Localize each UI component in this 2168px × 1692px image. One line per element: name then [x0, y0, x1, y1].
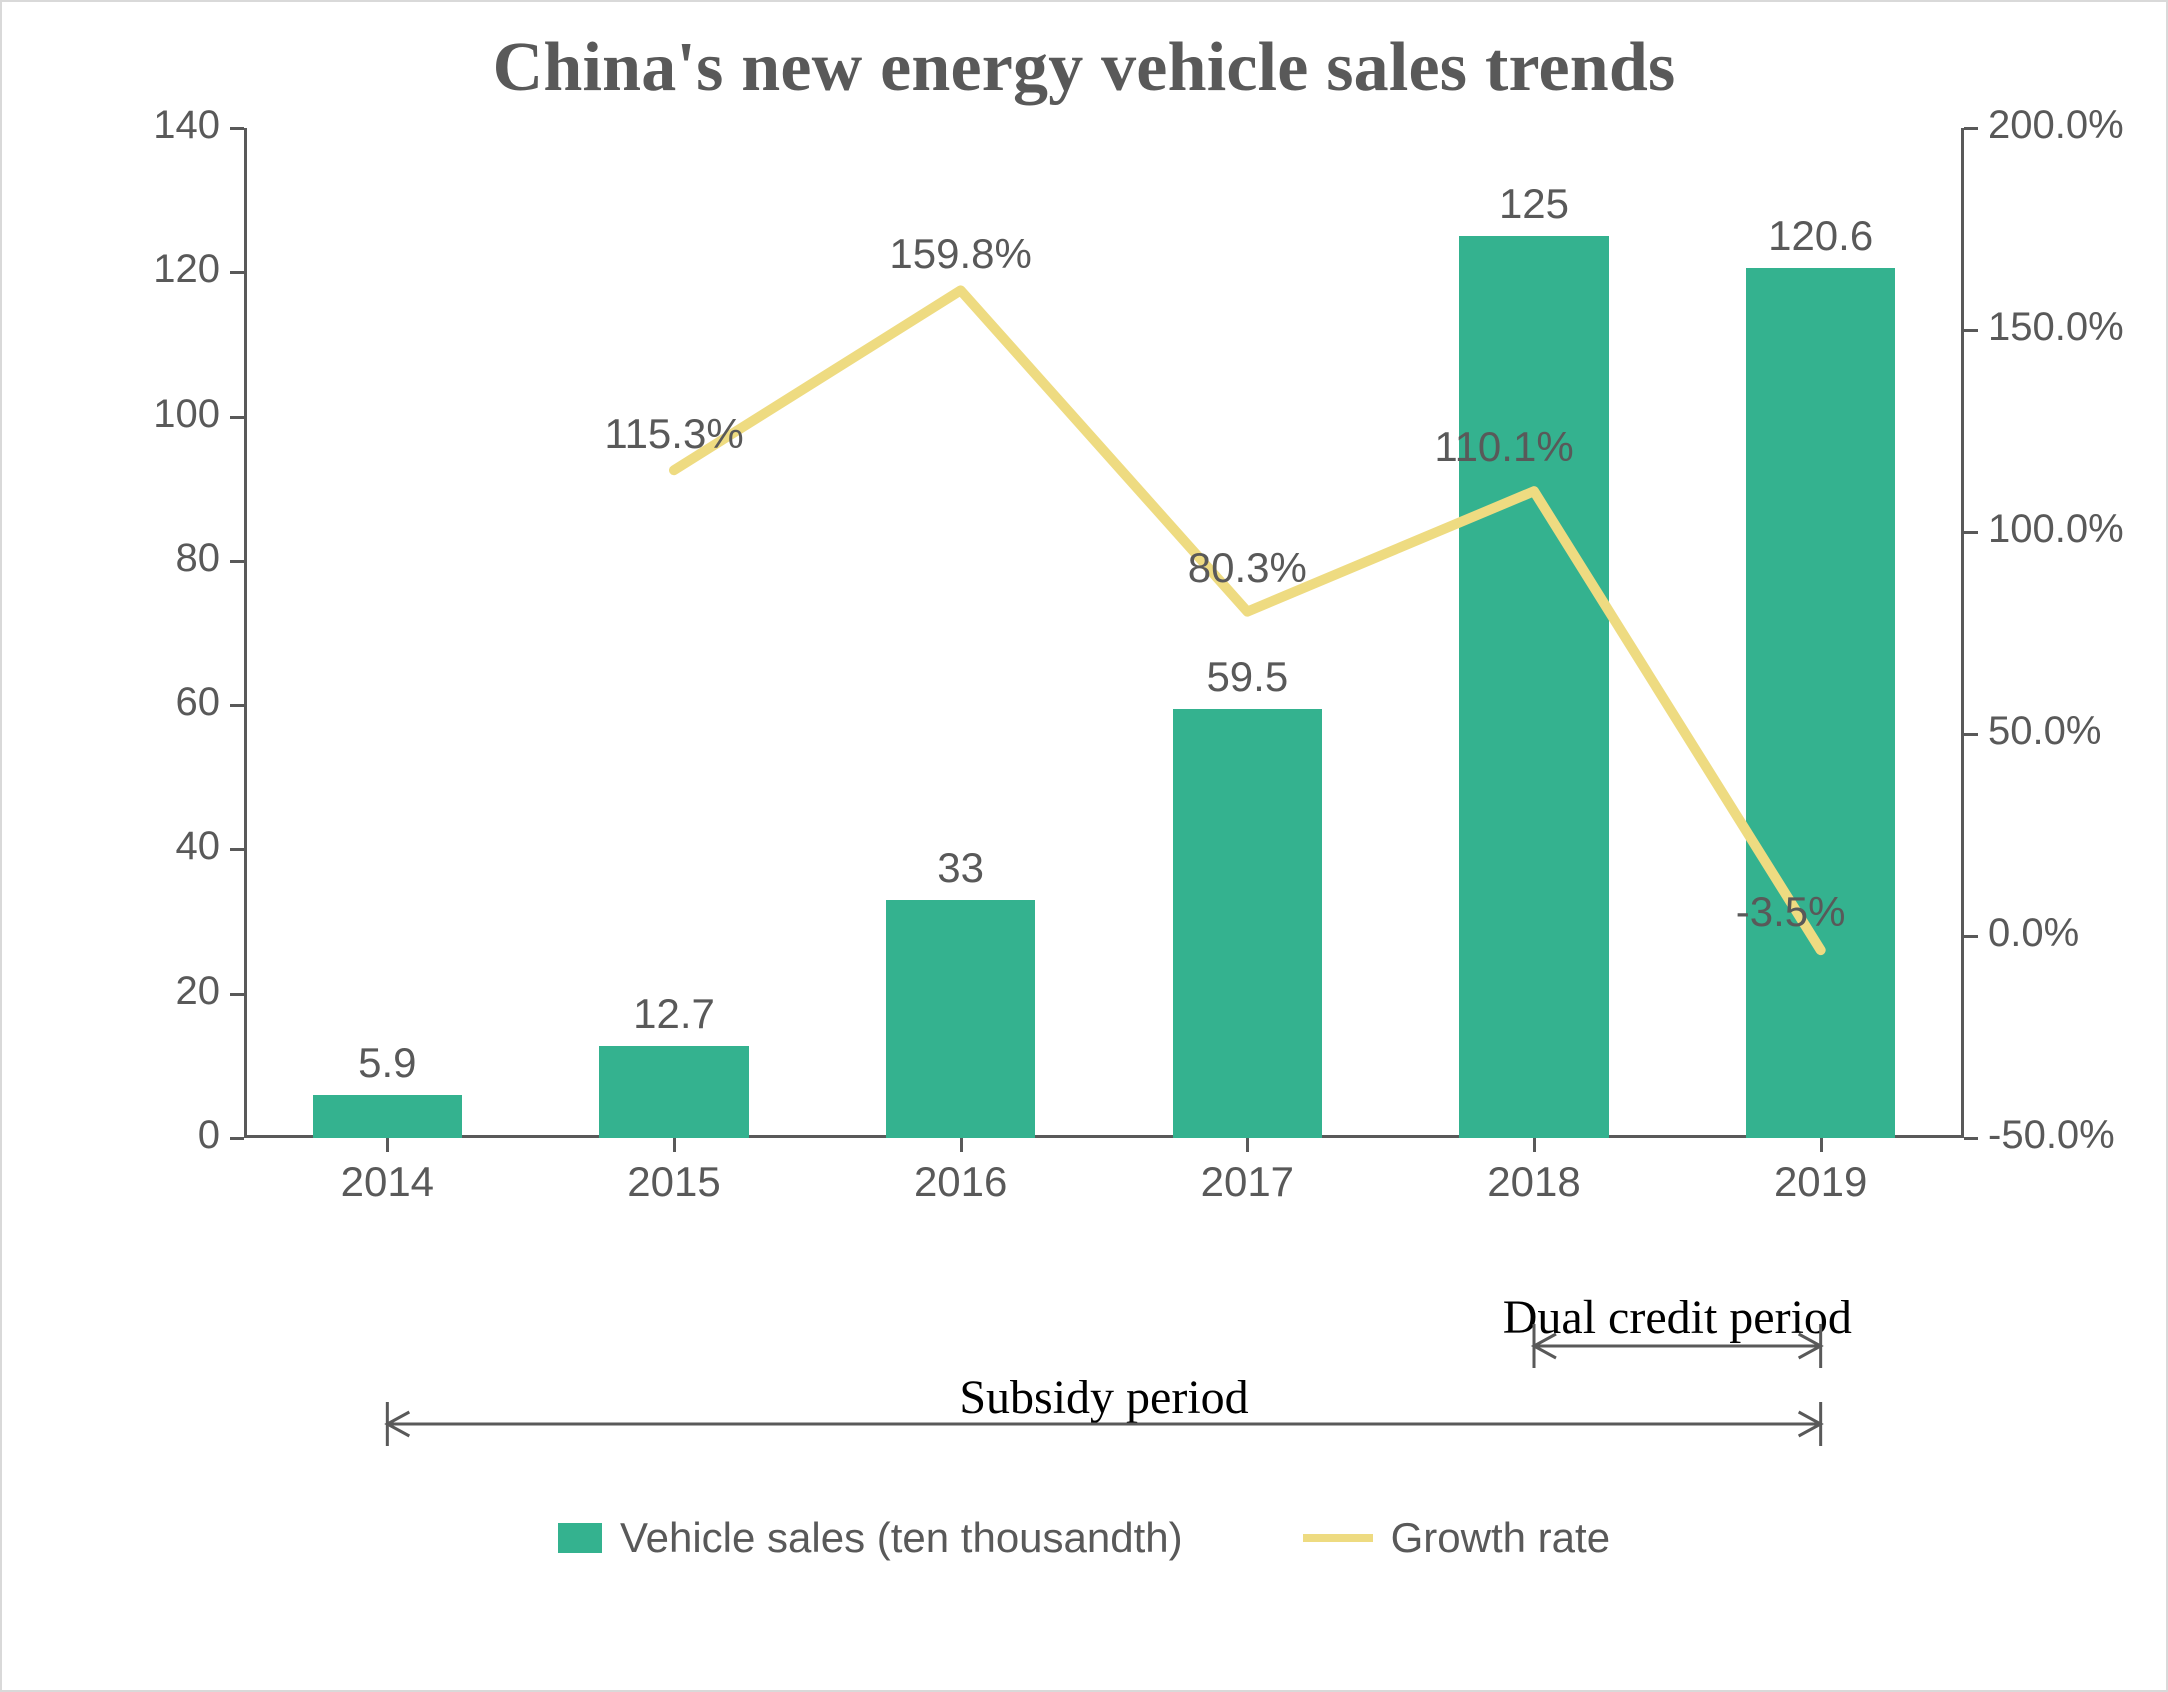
legend-swatch-line: [1303, 1534, 1373, 1542]
growth-line: [34, 118, 2134, 1218]
subsidy-period-arrow: [34, 1218, 2134, 1478]
legend-line-label: Growth rate: [1391, 1514, 1610, 1562]
line-value-label: 110.1%: [1384, 423, 1624, 471]
chart-title: China's new energy vehicle sales trends: [26, 28, 2142, 108]
legend: Vehicle sales (ten thousandth) Growth ra…: [34, 1488, 2134, 1588]
period-annotations: Dual credit periodSubsidy period: [34, 1218, 2134, 1478]
chart-frame: China's new energy vehicle sales trends …: [0, 0, 2168, 1692]
line-value-label: 159.8%: [841, 230, 1081, 278]
line-value-label: 80.3%: [1127, 544, 1367, 592]
legend-swatch-bar: [558, 1523, 602, 1553]
legend-item-bars: Vehicle sales (ten thousandth): [558, 1514, 1183, 1562]
plot-area: 020406080100120140-50.0%0.0%50.0%100.0%1…: [34, 118, 2134, 1218]
legend-bar-label: Vehicle sales (ten thousandth): [620, 1514, 1183, 1562]
line-value-label: -3.5%: [1671, 888, 1911, 936]
legend-item-line: Growth rate: [1303, 1514, 1610, 1562]
line-value-label: 115.3%: [554, 410, 794, 458]
